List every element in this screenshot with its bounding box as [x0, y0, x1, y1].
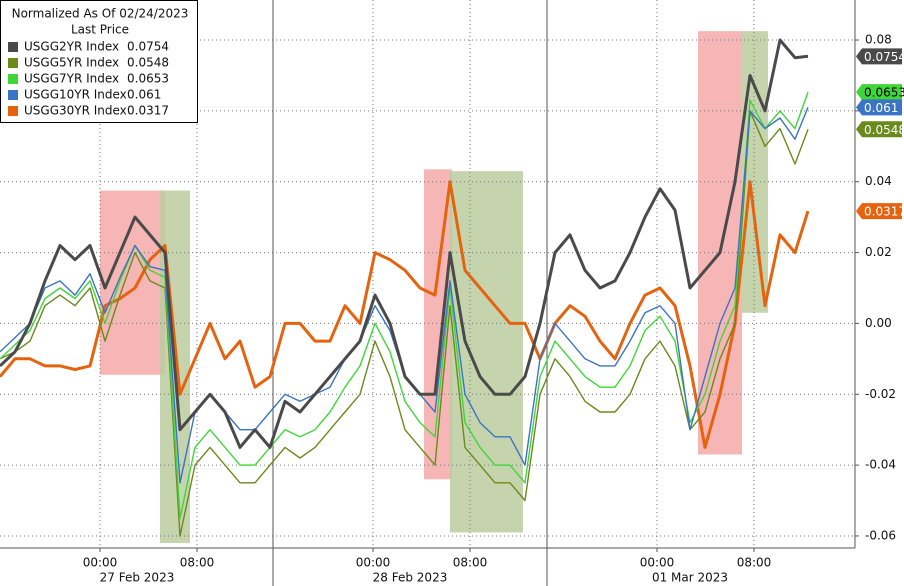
y-tick-label: -0.02	[865, 387, 896, 401]
legend-name: USGG7YR Index	[24, 72, 119, 86]
legend-name: USGG5YR Index	[24, 56, 119, 70]
legend-swatch	[8, 74, 18, 84]
series-line	[0, 180, 810, 449]
legend-value: 0.0317	[127, 104, 169, 118]
series-line	[0, 38, 809, 449]
legend-swatch	[8, 42, 18, 52]
shaded-region	[698, 31, 742, 455]
y-tick-label: 0.02	[865, 245, 892, 259]
shaded-region	[450, 171, 523, 533]
tag-box	[856, 99, 902, 116]
y-tick-label: -0.06	[865, 528, 896, 542]
tag-label: 0.0653	[864, 86, 904, 100]
tag-box	[856, 48, 902, 65]
axis-labels: -0.06-0.04-0.020.000.020.040.060.0800:00…	[83, 33, 896, 585]
legend-value: 0.0548	[127, 56, 169, 70]
date-label: 01 Mar 2023	[652, 571, 728, 585]
x-tick-label: 00:00	[356, 556, 391, 570]
lines	[0, 38, 810, 537]
x-tick-label: 08:00	[180, 556, 215, 570]
x-tick-label: 00:00	[640, 556, 675, 570]
y-tick-label: 0.00	[865, 316, 892, 330]
legend-name: USGG30YR Index	[24, 104, 127, 118]
x-tick-label: 00:00	[83, 556, 118, 570]
legend-value: 0.0754	[127, 40, 169, 54]
legend-subtitle: Last Price	[71, 23, 129, 37]
grid	[0, 0, 855, 548]
tag-label: 0.0548	[864, 123, 904, 137]
date-label: 27 Feb 2023	[100, 571, 175, 585]
legend: Normalized As Of 02/24/2023 Last Price U…	[0, 0, 198, 123]
tag-box	[856, 203, 902, 220]
legend-value: 0.0653	[127, 72, 169, 86]
date-label: 28 Feb 2023	[373, 571, 448, 585]
legend-title: Normalized As Of 02/24/2023	[12, 7, 189, 21]
x-tick-label: 08:00	[737, 556, 772, 570]
x-tick-label: 08:00	[453, 556, 488, 570]
tag-label: 0.061	[864, 101, 898, 115]
series-line	[0, 110, 809, 537]
legend-box	[0, 0, 198, 123]
legend-swatch	[8, 90, 18, 100]
legend-name: USGG10YR Index	[24, 88, 127, 102]
legend-swatch	[8, 106, 18, 116]
tag-label: 0.0317	[864, 205, 904, 219]
legend-swatch	[8, 58, 18, 68]
y-tick-label: 0.04	[865, 174, 892, 188]
tag-box	[856, 121, 902, 138]
tag-label: 0.0754	[864, 50, 904, 64]
legend-name: USGG2YR Index	[24, 40, 119, 54]
tag-box	[856, 84, 902, 101]
y-tick-label: -0.04	[865, 458, 896, 472]
legend-value: 0.061	[127, 88, 161, 102]
y-tick-label: 0.08	[865, 33, 892, 47]
